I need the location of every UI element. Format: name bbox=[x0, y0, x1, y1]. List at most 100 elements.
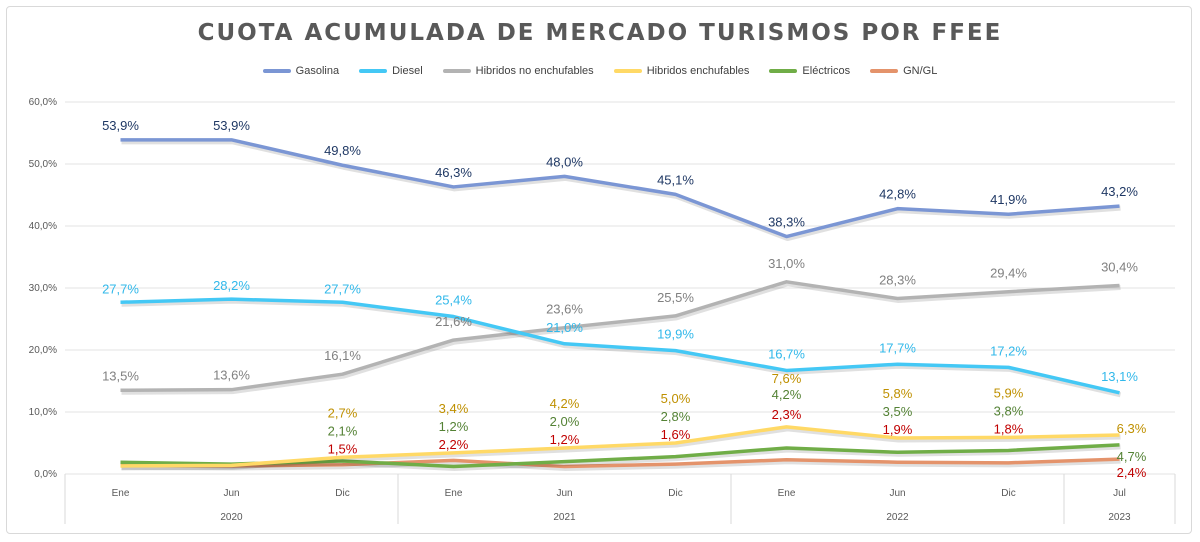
data-label: 49,8% bbox=[324, 143, 361, 158]
series-line-shadow bbox=[121, 458, 1121, 472]
data-label: 1,5% bbox=[328, 441, 358, 456]
y-tick-label: 20,0% bbox=[29, 345, 57, 356]
data-label: 25,4% bbox=[435, 293, 472, 308]
y-tick-label: 60,0% bbox=[29, 97, 57, 108]
data-label: 2,0% bbox=[550, 414, 580, 429]
data-label: 2,4% bbox=[1117, 465, 1147, 480]
data-label: 7,6% bbox=[772, 371, 802, 386]
data-label: 53,9% bbox=[213, 118, 250, 133]
series-line-hibridos-no-enchufables bbox=[120, 280, 1120, 393]
data-label: 13,1% bbox=[1101, 369, 1138, 384]
data-label: 25,5% bbox=[657, 290, 694, 305]
x-tick-label: Jun bbox=[223, 488, 239, 499]
data-label: 13,6% bbox=[213, 368, 250, 383]
series-line-shadow bbox=[121, 139, 1121, 242]
legend-item-gn-gl: GN/GL bbox=[870, 65, 937, 77]
data-label: 23,6% bbox=[546, 302, 583, 317]
series-line-shadow bbox=[121, 281, 1121, 395]
legend-label-hibridos-no-enchufables: Hibridos no enchufables bbox=[475, 65, 594, 77]
series-line-shadow bbox=[121, 298, 1122, 398]
x-tick-label: Jun bbox=[889, 488, 905, 499]
x-tick-label: Dic bbox=[668, 488, 682, 499]
y-tick-label: 0,0% bbox=[34, 469, 57, 480]
year-label: 2023 bbox=[1108, 512, 1131, 523]
legend-label-gasolina: Gasolina bbox=[295, 65, 340, 77]
data-label: 16,1% bbox=[324, 348, 361, 363]
y-tick-label: 50,0% bbox=[29, 159, 57, 170]
legend-item-hibridos-enchufables: Hibridos enchufables bbox=[613, 65, 750, 77]
year-label: 2020 bbox=[220, 512, 243, 523]
data-label: 13,5% bbox=[102, 368, 139, 383]
x-tick-label: Jun bbox=[556, 488, 572, 499]
x-tick-label: Jul bbox=[1113, 488, 1126, 499]
series-line-gasolina bbox=[120, 138, 1120, 239]
legend-item-hibridos-no-enchufables: Hibridos no enchufables bbox=[442, 65, 594, 77]
legend-item-gasolina: Gasolina bbox=[262, 65, 340, 77]
legend-swatch-hibridos-enchufables bbox=[613, 69, 642, 73]
data-label: 1,2% bbox=[550, 432, 580, 447]
y-tick-label: 40,0% bbox=[29, 221, 57, 232]
legend-swatch-gn-gl bbox=[870, 69, 899, 73]
data-label: 16,7% bbox=[768, 346, 805, 361]
x-tick-label: Ene bbox=[445, 488, 463, 499]
data-label: 42,8% bbox=[879, 187, 916, 202]
legend-item-diesel: Diesel bbox=[359, 65, 423, 77]
legend-label-gn-gl: GN/GL bbox=[903, 65, 938, 77]
legend-swatch-gasolina bbox=[262, 69, 291, 73]
series-line-gn-gl bbox=[120, 457, 1120, 469]
data-label: 43,2% bbox=[1101, 184, 1138, 199]
data-label: 53,9% bbox=[102, 118, 139, 133]
year-label: 2022 bbox=[886, 512, 909, 523]
data-label: 1,8% bbox=[994, 421, 1024, 436]
data-label: 30,4% bbox=[1101, 260, 1138, 275]
x-tick-label: Ene bbox=[112, 488, 130, 499]
data-label: 28,3% bbox=[879, 273, 916, 288]
y-tick-label: 10,0% bbox=[29, 407, 57, 418]
data-label: 1,6% bbox=[661, 427, 691, 442]
data-label: 3,4% bbox=[439, 401, 469, 416]
data-label: 19,9% bbox=[657, 327, 694, 342]
x-tick-label: Dic bbox=[335, 488, 349, 499]
data-label: 5,8% bbox=[883, 386, 913, 401]
x-tick-label: Dic bbox=[1001, 488, 1015, 499]
data-label: 27,7% bbox=[102, 281, 139, 296]
chart-legend: Gasolina Diesel Hibridos no enchufables … bbox=[0, 65, 1200, 77]
y-tick-label: 30,0% bbox=[29, 283, 57, 294]
data-label: 5,9% bbox=[994, 385, 1024, 400]
data-label: 45,1% bbox=[657, 172, 694, 187]
series-line-hibridos-enchufables bbox=[120, 425, 1120, 468]
data-label: 2,1% bbox=[328, 423, 358, 438]
data-label: 2,8% bbox=[661, 409, 691, 424]
data-label: 31,0% bbox=[768, 256, 805, 271]
legend-swatch-electricos bbox=[769, 69, 798, 73]
series-line-shadow bbox=[121, 444, 1121, 472]
series-line-diesel bbox=[120, 297, 1120, 395]
chart-title: CUOTA ACUMULADA DE MERCADO TURISMOS POR … bbox=[197, 20, 1003, 46]
series-line-shadow bbox=[121, 426, 1121, 471]
data-label: 3,8% bbox=[994, 403, 1024, 418]
data-label: 2,3% bbox=[772, 407, 802, 422]
legend-label-hibridos-enchufables: Hibridos enchufables bbox=[646, 65, 750, 77]
legend-label-electricos: Eléctricos bbox=[802, 65, 851, 77]
data-label: 4,7% bbox=[1117, 449, 1147, 464]
legend-swatch-diesel bbox=[359, 69, 388, 73]
data-label: 29,4% bbox=[990, 266, 1027, 281]
legend-item-electricos: Eléctricos bbox=[769, 65, 850, 77]
data-label: 41,9% bbox=[990, 192, 1027, 207]
data-label: 21,0% bbox=[546, 320, 583, 335]
legend-swatch-hibridos-no-enchufables bbox=[442, 69, 471, 73]
data-label: 2,2% bbox=[439, 437, 469, 452]
data-label: 38,3% bbox=[768, 215, 805, 230]
data-label: 1,9% bbox=[883, 422, 913, 437]
data-label: 27,7% bbox=[324, 281, 361, 296]
data-label: 17,2% bbox=[990, 343, 1027, 358]
data-label: 4,2% bbox=[772, 387, 802, 402]
data-label: 1,2% bbox=[439, 419, 469, 434]
data-label: 3,5% bbox=[883, 404, 913, 419]
x-tick-label: Ene bbox=[778, 488, 796, 499]
legend-label-diesel: Diesel bbox=[392, 65, 423, 77]
data-label: 28,2% bbox=[213, 278, 250, 293]
data-label: 2,7% bbox=[328, 405, 358, 420]
year-label: 2021 bbox=[553, 512, 576, 523]
data-label: 21,6% bbox=[435, 314, 472, 329]
